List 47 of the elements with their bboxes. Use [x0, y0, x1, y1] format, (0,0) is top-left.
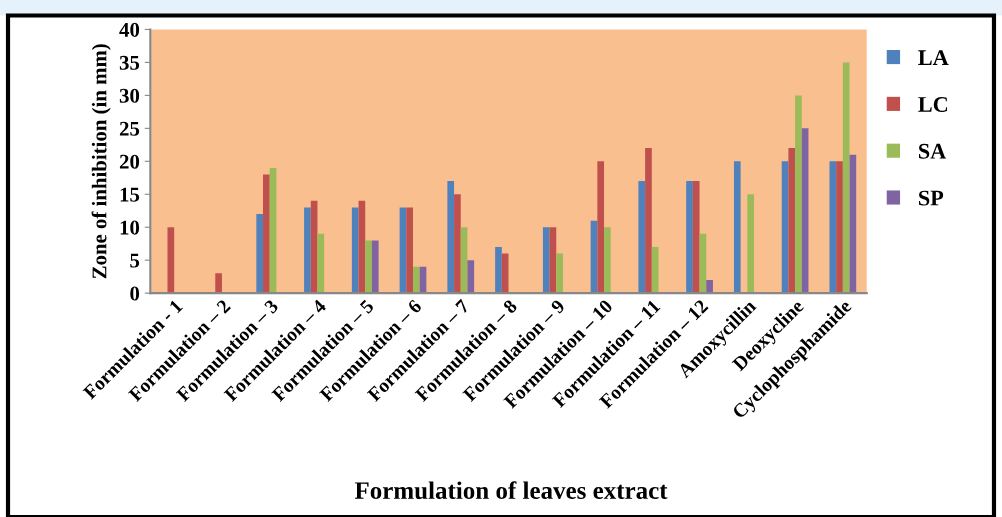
y-tick-label: 15	[120, 187, 140, 202]
y-tick-label: 40	[119, 22, 140, 37]
bar	[317, 233, 325, 294]
bar	[406, 207, 413, 294]
bar	[829, 161, 837, 294]
bar	[467, 260, 475, 294]
bar	[692, 181, 700, 294]
bar	[542, 227, 550, 294]
y-tick-label: 20	[119, 154, 140, 169]
bar	[412, 266, 420, 294]
bar	[604, 227, 611, 294]
bar	[842, 62, 850, 294]
bar	[304, 207, 311, 294]
bar	[597, 161, 605, 294]
bar	[495, 247, 502, 294]
bar	[167, 227, 175, 294]
y-tick-label: 5	[130, 253, 140, 268]
bar	[733, 161, 741, 294]
bar	[256, 214, 264, 294]
bar	[747, 194, 755, 294]
bar	[501, 253, 509, 294]
bar	[686, 181, 693, 294]
bar	[795, 95, 802, 294]
y-tick-label: 25	[119, 121, 140, 136]
y-tick-label: 10	[120, 220, 140, 235]
y-axis-title: Zone of inhibition (in mm)	[91, 44, 111, 279]
bar	[836, 161, 843, 294]
bar	[215, 273, 222, 294]
legend-label: LC	[918, 96, 948, 112]
bar	[351, 207, 359, 294]
y-tick-label: 0	[130, 286, 140, 301]
bar	[788, 148, 796, 294]
bar	[638, 181, 646, 294]
y-tick-label: 30	[119, 88, 140, 103]
bar	[556, 253, 563, 294]
x-axis-title: Formulation of leaves extract	[354, 481, 668, 500]
bar	[365, 240, 372, 294]
y-tick-label: 35	[119, 55, 140, 70]
legend-label: SP	[919, 190, 944, 206]
bar	[645, 148, 652, 294]
legend-label: LA	[918, 50, 949, 65]
bar	[447, 181, 455, 294]
bar	[454, 194, 461, 294]
bar	[371, 240, 379, 294]
bar	[263, 174, 270, 294]
bar	[706, 279, 713, 294]
legend-label: SA	[919, 143, 947, 159]
